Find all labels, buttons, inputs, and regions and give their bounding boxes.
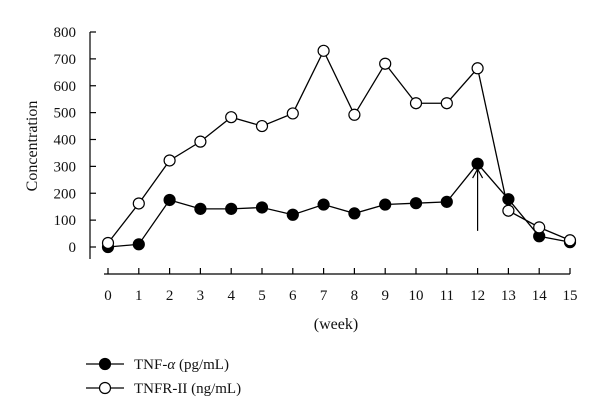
y-axis-title: Concentration	[24, 101, 41, 192]
data-point-tnfr-ii	[563, 234, 577, 247]
series-line-tnf-alpha	[107, 162, 571, 248]
x-tick-label: 8	[351, 288, 359, 304]
legend-label-tnf-alpha-symbol: α	[167, 357, 176, 373]
data-point-tnf-alpha	[286, 208, 299, 221]
x-tick-label: 1	[135, 288, 143, 304]
series-markers	[101, 44, 577, 254]
legend: TNF-α (pg/mL) TNFR-II (ng/mL)	[86, 357, 241, 397]
x-tick-label: 5	[258, 288, 266, 304]
axes	[89, 32, 570, 275]
series-lines	[107, 49, 571, 248]
data-point-tnf-alpha	[255, 201, 269, 214]
data-point-tnf-alpha	[502, 193, 515, 206]
x-tick-label: 12	[470, 288, 485, 304]
data-point-tnfr-ii	[471, 62, 484, 75]
data-point-tnf-alpha	[132, 238, 145, 251]
legend-marker-tnfr-ii	[98, 381, 112, 395]
x-tick-label: 6	[289, 288, 297, 304]
y-tick-label: 800	[54, 25, 77, 41]
data-point-tnf-alpha	[225, 202, 238, 215]
y-tick-label: 100	[54, 213, 77, 229]
data-point-tnf-alpha	[440, 195, 453, 208]
x-ticks: 0 1 2 3 4 5 6 7 8 9 10 11 12 13 14 15	[104, 268, 578, 304]
x-tick-label: 10	[409, 288, 424, 304]
legend-label-tnfr-ii: TNFR-II (ng/mL)	[134, 381, 241, 397]
x-tick-label: 14	[532, 288, 548, 304]
legend-item-tnf-alpha: TNF-α (pg/mL)	[86, 357, 229, 373]
data-point-tnfr-ii	[502, 204, 515, 217]
y-tick-label: 0	[69, 240, 77, 256]
data-point-tnfr-ii	[317, 44, 330, 57]
x-tick-label: 9	[381, 288, 389, 304]
data-point-tnf-alpha	[317, 198, 330, 211]
y-ticks: 0 100 200 300 400 500 600 700 800	[54, 25, 96, 256]
x-tick-label: 13	[501, 288, 516, 304]
legend-item-tnfr-ii: TNFR-II (ng/mL)	[86, 381, 241, 397]
x-axis-title: (week)	[314, 316, 358, 333]
data-point-tnf-alpha	[409, 197, 423, 210]
data-point-tnf-alpha	[379, 198, 392, 211]
data-point-tnfr-ii	[440, 97, 453, 110]
x-tick-label: 7	[320, 288, 328, 304]
legend-label-tnf-alpha-suffix: (pg/mL)	[175, 357, 229, 373]
series-line-tnfr-ii	[107, 49, 571, 244]
x-tick-label: 11	[440, 288, 454, 304]
y-tick-label: 300	[54, 159, 77, 175]
data-point-tnf-alpha	[471, 157, 484, 170]
data-point-tnf-alpha	[194, 202, 207, 215]
x-tick-label: 4	[227, 288, 235, 304]
data-point-tnfr-ii	[409, 97, 423, 110]
data-point-tnfr-ii	[255, 119, 269, 133]
data-point-tnfr-ii	[533, 221, 546, 234]
y-tick-label: 200	[54, 186, 77, 202]
y-tick-label: 700	[54, 52, 77, 68]
x-tick-label: 0	[104, 288, 112, 304]
x-tick-label: 3	[197, 288, 205, 304]
legend-marker-tnf-alpha	[98, 357, 112, 371]
x-tick-label: 15	[563, 288, 578, 304]
data-point-tnfr-ii	[225, 111, 238, 124]
data-point-tnfr-ii	[194, 135, 207, 148]
data-point-tnf-alpha	[348, 207, 361, 220]
annotations	[472, 167, 484, 231]
y-tick-label: 600	[54, 79, 77, 95]
data-point-tnfr-ii	[163, 154, 176, 167]
data-point-tnf-alpha	[163, 193, 176, 207]
y-tick-label: 400	[54, 133, 77, 149]
data-point-tnfr-ii	[286, 107, 299, 120]
data-point-tnfr-ii	[379, 57, 392, 70]
y-tick-label: 500	[54, 106, 77, 122]
data-point-tnfr-ii	[132, 197, 145, 210]
data-point-tnfr-ii	[101, 236, 115, 250]
data-point-tnfr-ii	[348, 108, 361, 121]
legend-label-tnf-alpha-prefix: TNF-	[134, 357, 167, 373]
legend-label-tnf-alpha: TNF-α (pg/mL)	[134, 357, 229, 373]
x-tick-label: 2	[166, 288, 174, 304]
